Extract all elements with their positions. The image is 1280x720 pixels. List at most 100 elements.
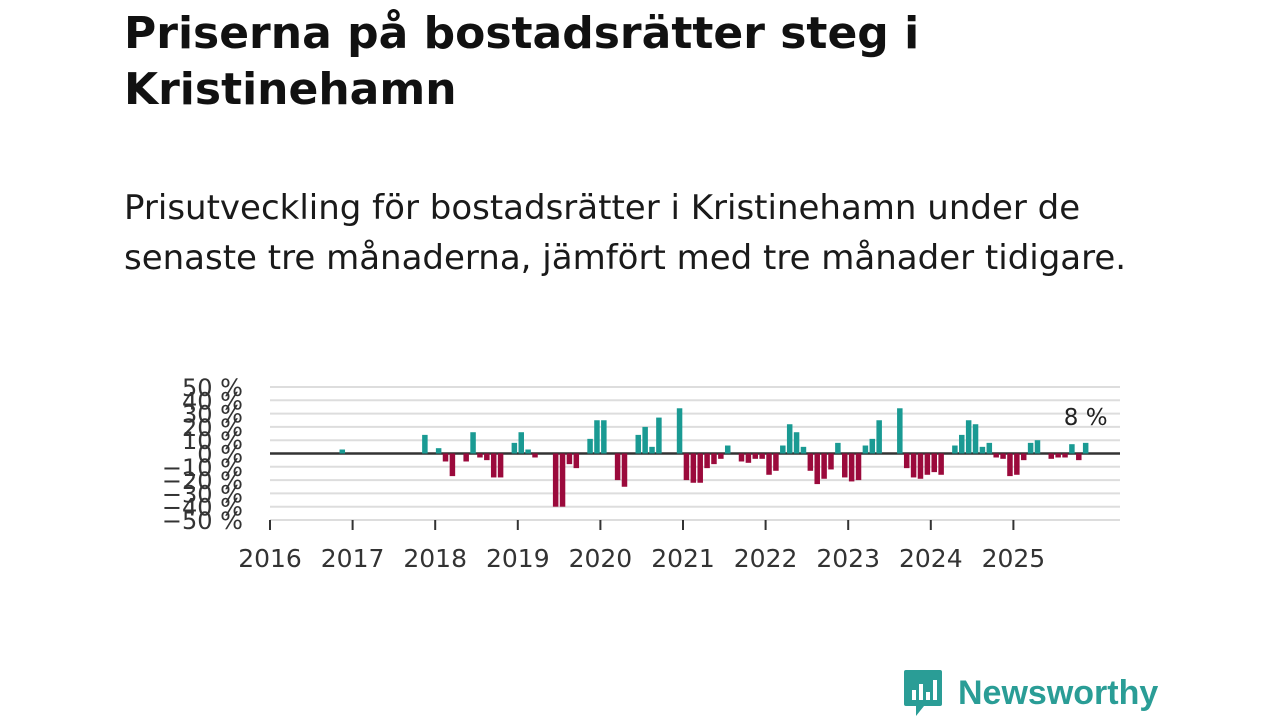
bar — [511, 442, 518, 454]
bar — [559, 453, 566, 507]
bar — [601, 420, 607, 454]
bar — [711, 453, 717, 465]
bar — [800, 446, 807, 454]
x-axis — [269, 520, 1015, 530]
x-tick-label: 2019 — [486, 544, 550, 573]
bar — [497, 453, 504, 478]
bar — [635, 434, 642, 454]
bar — [573, 453, 580, 469]
bar — [1020, 453, 1027, 461]
bar — [972, 424, 979, 454]
y-tick-label: −50 % — [162, 507, 243, 535]
bar — [463, 453, 469, 462]
bar — [470, 432, 476, 454]
bar — [910, 453, 917, 478]
bar — [704, 453, 710, 469]
bar — [449, 453, 456, 477]
bar — [986, 442, 993, 454]
bar — [814, 453, 820, 485]
newsworthy-logo-icon — [904, 670, 942, 716]
bar — [490, 453, 497, 478]
bar — [1048, 453, 1055, 459]
bar — [862, 445, 869, 454]
x-axis-labels: 2016 2017 2018 2019 2020 2021 2022 2023 2024 2025 — [238, 544, 1045, 573]
bar — [993, 453, 999, 458]
y-axis-labels: 50 %40 %30 %20 %10 %0 %−10 %−20 %−30 %−4… — [162, 374, 243, 535]
x-tick-label: 2023 — [816, 544, 880, 573]
bar — [422, 434, 428, 454]
bar — [1062, 453, 1068, 458]
bar — [1000, 453, 1006, 459]
bar — [828, 453, 834, 470]
bar — [683, 453, 690, 481]
y-tick-label: 0 % — [197, 441, 243, 469]
page-subtitle: Prisutveckling för bostadsrätter i Krist… — [124, 188, 1127, 278]
bar — [1034, 440, 1041, 454]
x-tick-label: 2024 — [899, 544, 963, 573]
bar — [931, 453, 937, 473]
y-tick-label: 10 % — [182, 427, 243, 455]
bar — [897, 408, 903, 454]
brand-name: Newsworthy — [958, 673, 1159, 712]
bar — [959, 434, 965, 454]
bar — [835, 442, 841, 454]
bar — [807, 453, 814, 471]
last-value-label: 8 % — [1064, 405, 1108, 431]
bar — [552, 453, 559, 507]
bar — [1014, 453, 1020, 475]
y-tick-label: −30 % — [162, 480, 243, 508]
y-tick-label: −20 % — [162, 467, 243, 495]
bar — [1069, 444, 1075, 454]
bar — [745, 453, 752, 463]
bar — [759, 453, 765, 459]
x-tick-label: 2020 — [569, 544, 633, 573]
bar — [842, 453, 848, 478]
bar — [1007, 453, 1013, 477]
bar — [1076, 453, 1082, 461]
bar — [656, 417, 662, 454]
x-tick-label: 2018 — [403, 544, 467, 573]
bar — [848, 453, 855, 482]
bar — [917, 453, 924, 479]
x-tick-label: 2022 — [734, 544, 798, 573]
bar — [938, 453, 944, 475]
bar — [903, 453, 910, 469]
bar — [855, 453, 862, 481]
bar — [1027, 442, 1034, 454]
bar — [773, 453, 779, 471]
bar — [780, 445, 786, 454]
bar — [525, 449, 531, 454]
bar — [442, 453, 449, 462]
bar — [587, 438, 593, 454]
y-tick-label: −10 % — [162, 454, 243, 482]
x-tick-label: 2017 — [321, 544, 385, 573]
newsworthy-logo: Newsworthy — [902, 668, 1158, 718]
bar — [435, 448, 442, 454]
bar — [952, 445, 958, 454]
bar — [532, 453, 538, 458]
y-tick-label: 30 % — [182, 401, 243, 429]
bar — [676, 408, 683, 454]
x-tick-label: 2025 — [982, 544, 1046, 573]
bar — [718, 453, 724, 459]
bar — [979, 446, 986, 454]
x-tick-label: 2016 — [238, 544, 302, 573]
bar — [869, 438, 876, 454]
bar — [786, 424, 793, 454]
bar — [924, 453, 931, 475]
bar — [649, 446, 655, 454]
bar — [484, 453, 490, 461]
bar — [1082, 442, 1089, 454]
bar — [614, 453, 621, 481]
bar — [621, 453, 628, 487]
bar-series — [339, 408, 1089, 507]
bar — [477, 453, 483, 458]
bar — [965, 420, 972, 454]
y-tick-label: 50 % — [182, 374, 243, 402]
y-tick-label: −40 % — [162, 494, 243, 522]
bar — [566, 453, 573, 465]
bar — [518, 432, 524, 454]
x-tick-label: 2021 — [651, 544, 715, 573]
bar — [738, 453, 745, 462]
